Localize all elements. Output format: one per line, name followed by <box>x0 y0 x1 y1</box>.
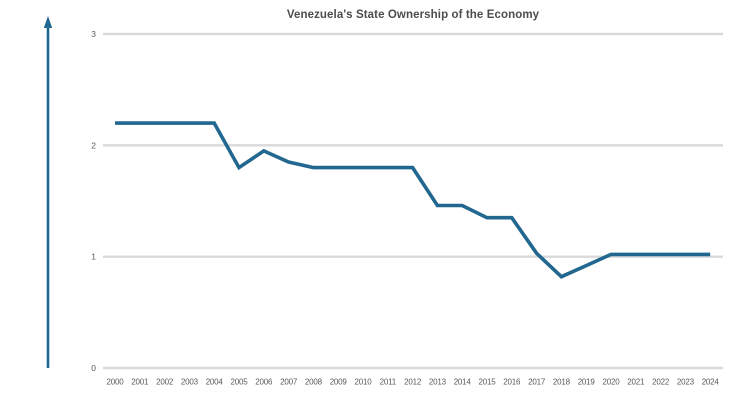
y-tick-label: 0 <box>91 363 96 373</box>
x-tick-label: 2013 <box>429 378 447 387</box>
x-tick-label: 2004 <box>206 378 224 387</box>
x-tick-label: 2022 <box>652 378 670 387</box>
x-tick-label: 2020 <box>603 378 621 387</box>
up-arrow-icon <box>43 16 53 28</box>
x-tick-label: 2002 <box>156 378 174 387</box>
x-tick-label: 2023 <box>677 378 695 387</box>
x-tick-label: 2024 <box>702 378 720 387</box>
x-tick-label: 2014 <box>454 378 472 387</box>
x-tick-label: 2010 <box>355 378 373 387</box>
y-tick-label: 2 <box>91 140 96 150</box>
x-tick-label: 2000 <box>107 378 125 387</box>
chart-title: Venezuela's State Ownership of the Econo… <box>286 9 540 21</box>
x-tick-label: 2021 <box>627 378 645 387</box>
x-tick-label: 2007 <box>280 378 298 387</box>
x-tick-label: 2001 <box>131 378 149 387</box>
x-tick-label: 2016 <box>503 378 521 387</box>
y-tick-label: 3 <box>91 29 96 39</box>
x-tick-label: 2009 <box>330 378 348 387</box>
x-tick-label: 2012 <box>404 378 422 387</box>
x-tick-label: 2006 <box>255 378 273 387</box>
x-tick-label: 2005 <box>231 378 249 387</box>
x-tick-label: 2015 <box>479 378 497 387</box>
x-tick-label: 2003 <box>181 378 199 387</box>
x-tick-label: 2018 <box>553 378 571 387</box>
data-line-state-ownership-score <box>115 121 711 279</box>
x-tick-label: 2017 <box>528 378 546 387</box>
x-tick-label: 2008 <box>305 378 323 387</box>
y-tick-label: 1 <box>91 252 96 262</box>
x-tick-label: 2019 <box>578 378 596 387</box>
x-tick-label: 2011 <box>380 378 397 387</box>
